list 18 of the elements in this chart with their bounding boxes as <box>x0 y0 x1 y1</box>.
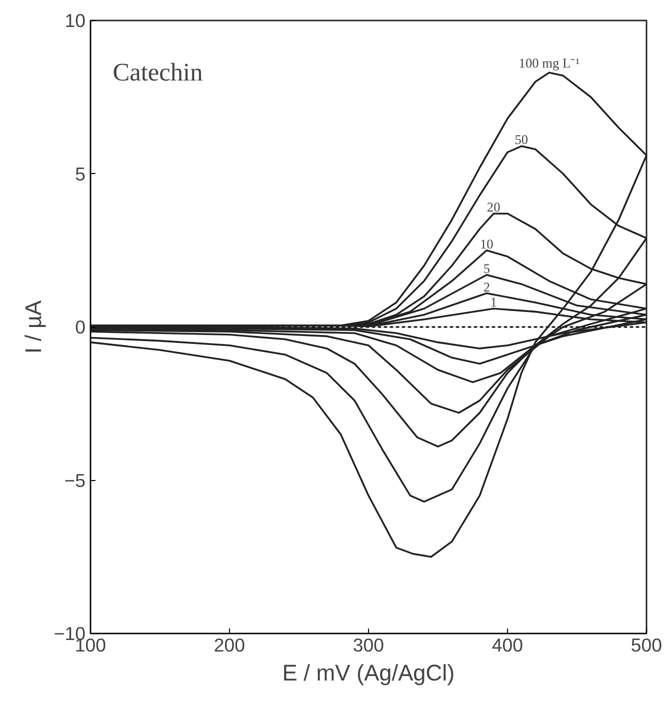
x-tick-label: 300 <box>352 634 384 656</box>
x-axis-title: E / mV (Ag/AgCl) <box>282 660 455 686</box>
annotation: Catechin <box>112 58 204 87</box>
series-label: 50 <box>514 132 528 148</box>
y-axis-title: I / µA <box>20 299 46 354</box>
series-label: 1 <box>490 294 497 310</box>
x-tick-label: 200 <box>214 634 246 656</box>
x-tick-label: 400 <box>492 634 524 656</box>
series-label: 2 <box>483 279 490 294</box>
x-tick-label: 500 <box>630 634 662 656</box>
series-label: 10 <box>480 236 494 252</box>
y-tick-label: 5 <box>75 163 86 184</box>
series-label: 20 <box>486 200 501 215</box>
y-tick-label: 0 <box>75 316 86 338</box>
series-label: 100 mg L⁻¹ <box>518 56 580 71</box>
y-tick-label: −5 <box>64 470 86 491</box>
series-label: 5 <box>483 260 490 276</box>
y-tick-label: 10 <box>64 10 86 31</box>
